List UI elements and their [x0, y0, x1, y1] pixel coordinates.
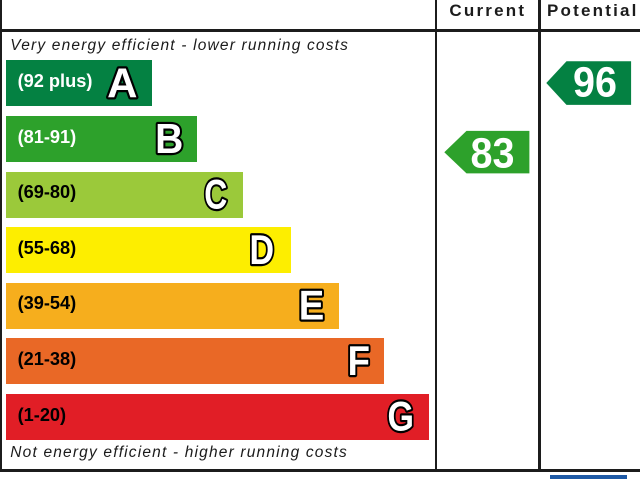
svg-text:D: D [249, 227, 274, 274]
svg-text:F: F [348, 338, 370, 385]
svg-text:G: G [388, 393, 414, 440]
svg-text:E: E [299, 282, 324, 329]
svg-text:B: B [155, 115, 183, 163]
svg-text:96: 96 [573, 58, 617, 106]
svg-text:A: A [107, 59, 137, 106]
svg-text:83: 83 [471, 129, 515, 177]
svg-text:C: C [204, 170, 227, 217]
